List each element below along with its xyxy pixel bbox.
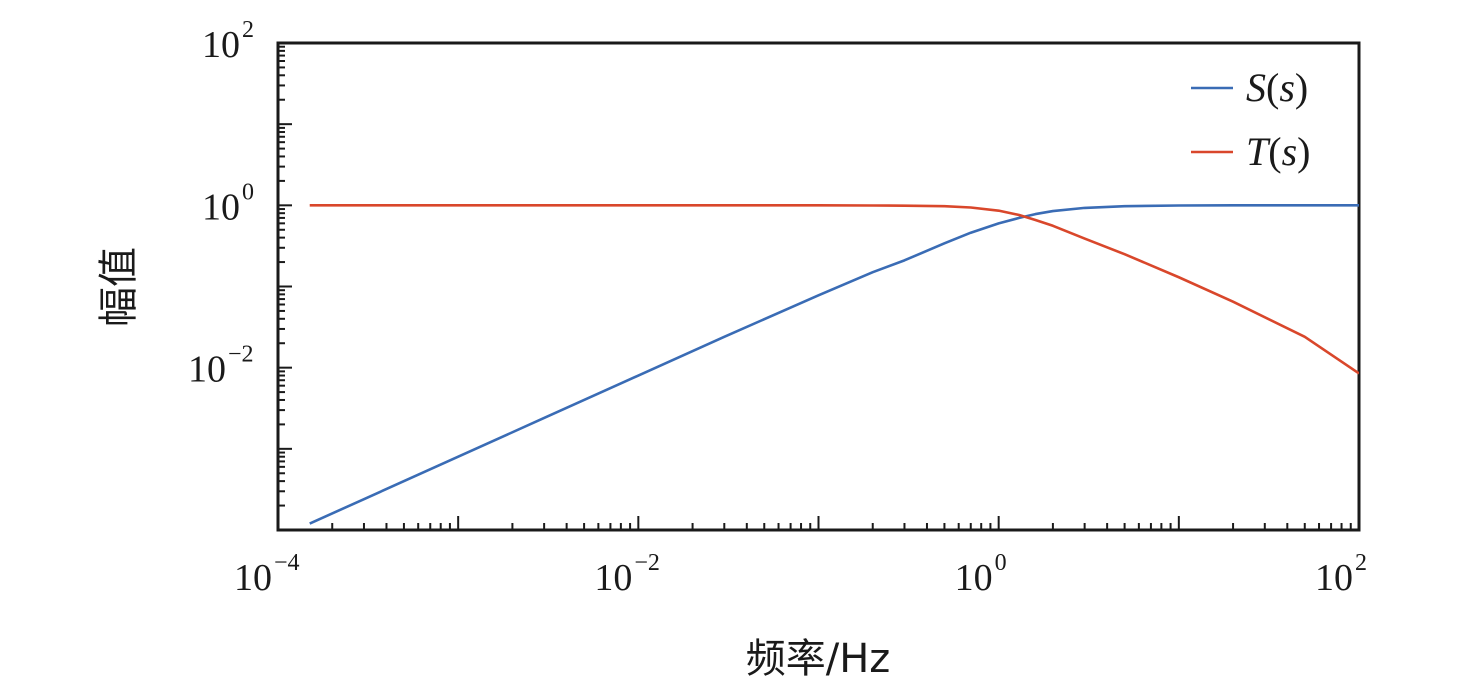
legend-item: S(s) (1191, 65, 1308, 110)
y-axis-title: 幅值 (96, 247, 142, 327)
svg-text:10: 10 (1315, 557, 1353, 599)
x-tick-label: 10 2 (1315, 550, 1367, 599)
series-line (309, 204, 1359, 375)
svg-text:0: 0 (242, 179, 254, 205)
legend-label: S(s) (1246, 65, 1308, 110)
svg-text:2: 2 (1355, 550, 1367, 576)
svg-text:−4: −4 (274, 550, 300, 576)
legend: S(s) T(s) (1191, 65, 1310, 174)
svg-text:0: 0 (995, 550, 1007, 576)
series-lines (309, 204, 1359, 525)
svg-text:−2: −2 (634, 550, 660, 576)
x-tick-label: 10 −4 (234, 550, 300, 599)
svg-text:10: 10 (202, 24, 240, 66)
legend-label: T(s) (1246, 129, 1310, 174)
axis-ticks (277, 42, 1352, 531)
svg-text:10: 10 (188, 349, 226, 391)
x-tick-label: 10 0 (955, 550, 1007, 599)
y-tick-label: 10 2 (202, 17, 254, 66)
x-tick-label: 10 −2 (594, 550, 660, 599)
svg-text:2: 2 (242, 17, 254, 43)
svg-text:10: 10 (594, 557, 632, 599)
svg-text:10: 10 (202, 186, 240, 228)
x-axis-title: 频率/Hz (746, 636, 891, 682)
x-tick-labels: 10 −4 10 −2 10 0 10 2 (234, 550, 1367, 599)
legend-item: T(s) (1191, 129, 1310, 174)
y-tick-label: 10 −2 (188, 342, 254, 391)
y-tick-label: 10 0 (202, 179, 254, 228)
series-line (309, 204, 1359, 525)
svg-text:10: 10 (234, 557, 272, 599)
svg-text:10: 10 (955, 557, 993, 599)
svg-text:−2: −2 (228, 342, 254, 368)
